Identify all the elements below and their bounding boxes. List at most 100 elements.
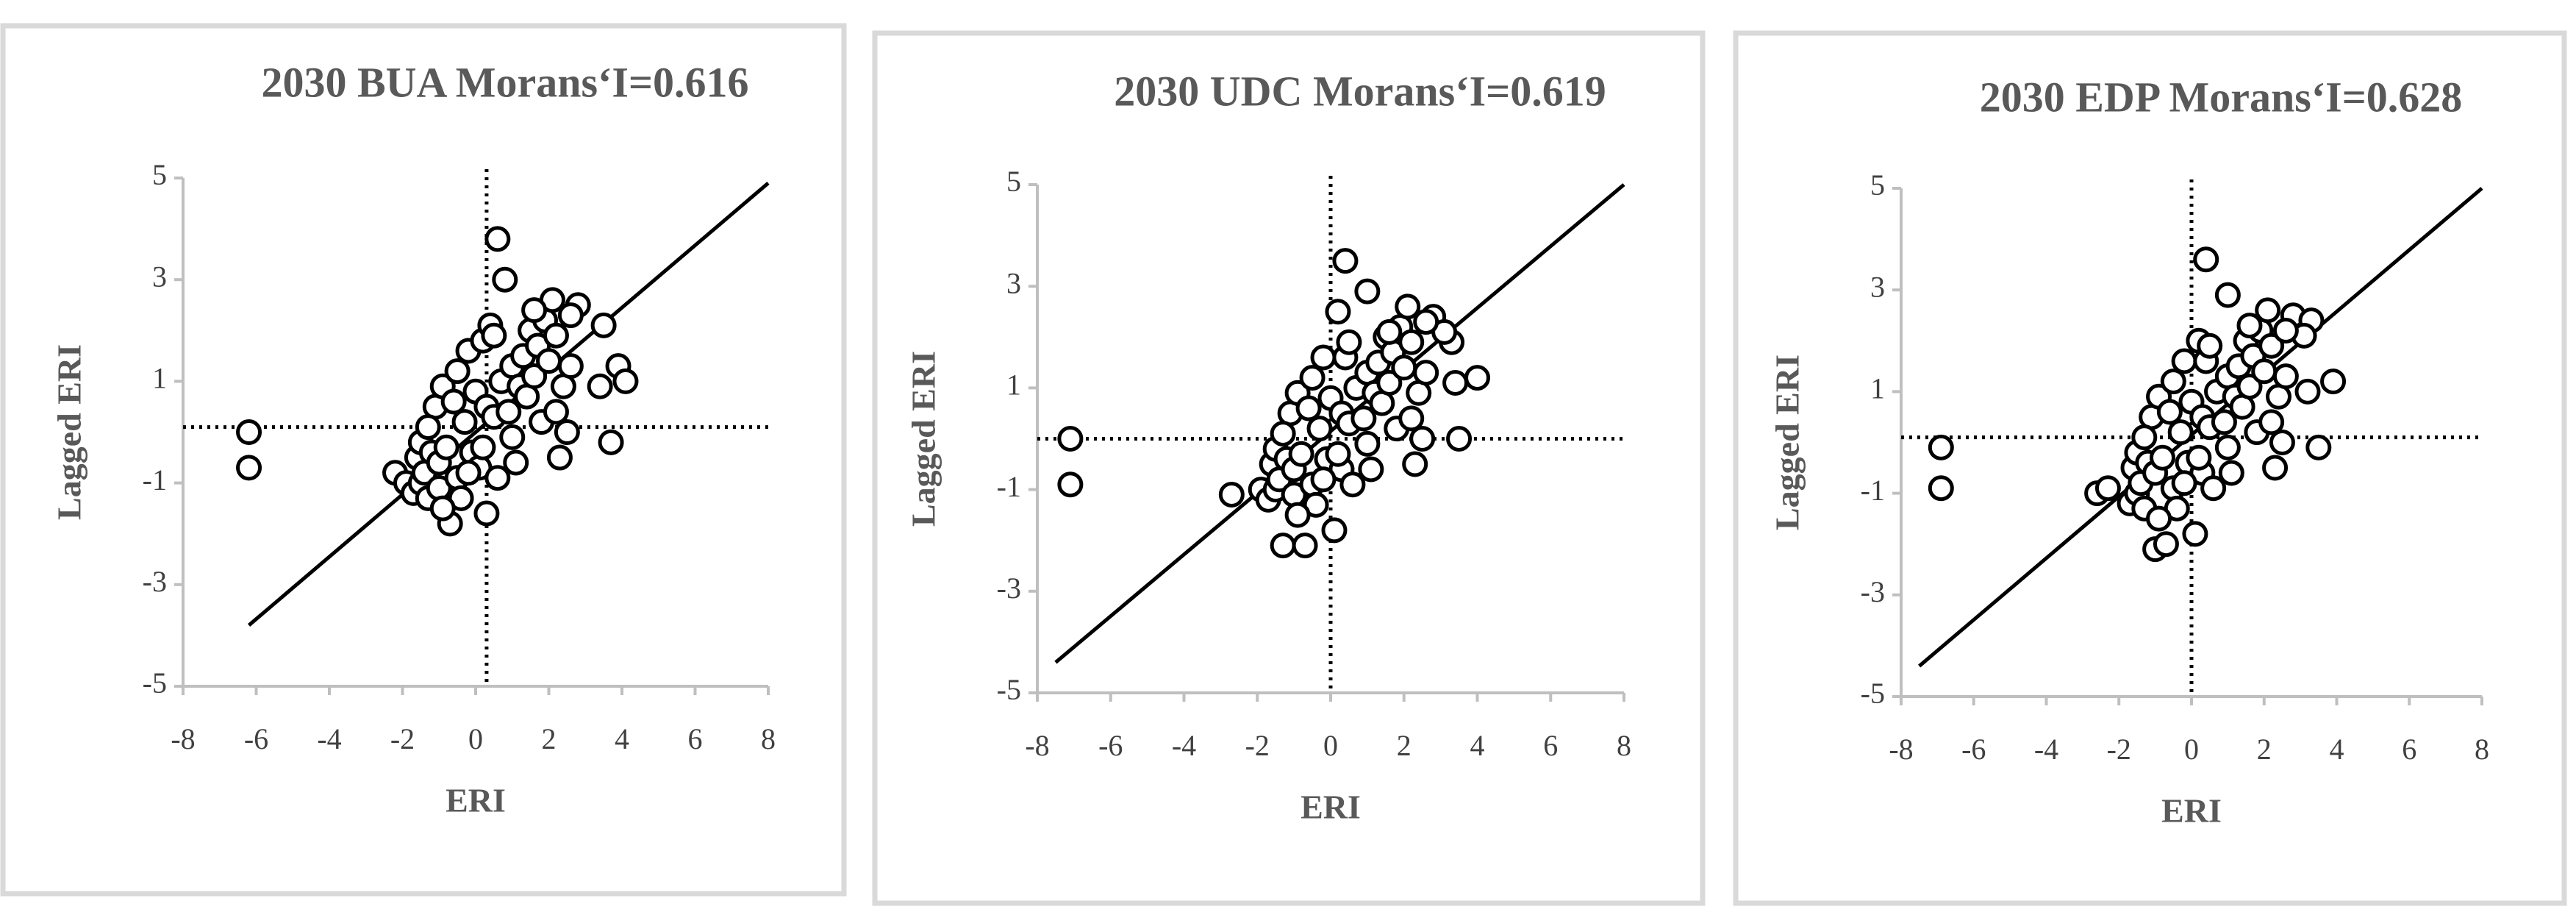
y-tick-label: -3 bbox=[143, 565, 167, 598]
point bbox=[2236, 373, 2263, 399]
y-tick-label: 3 bbox=[1006, 266, 1021, 299]
point bbox=[2255, 297, 2281, 324]
x-axis-label: ERI bbox=[446, 782, 506, 819]
y-tick-label: 5 bbox=[1006, 165, 1021, 198]
x-tick-label: 8 bbox=[1617, 729, 1631, 762]
point bbox=[1358, 456, 1384, 483]
point bbox=[1395, 293, 1421, 320]
point bbox=[440, 388, 467, 415]
chart-title: 2030 UDC Morans‘I=0.619 bbox=[1114, 67, 1606, 115]
x-tick-label: 2 bbox=[542, 722, 557, 755]
x-tick-label: -2 bbox=[1245, 729, 1270, 762]
y-tick-label: 1 bbox=[152, 362, 167, 395]
y-tick-label: 3 bbox=[1870, 270, 1885, 303]
point bbox=[2156, 399, 2183, 425]
point bbox=[2146, 505, 2172, 532]
x-tick-label: -2 bbox=[2107, 733, 2131, 766]
x-tick-label: -6 bbox=[1098, 729, 1123, 762]
point bbox=[598, 429, 624, 455]
point bbox=[1218, 482, 1245, 508]
x-tick-label: -4 bbox=[1172, 729, 1196, 762]
point bbox=[2214, 434, 2241, 460]
panel-border bbox=[1733, 30, 2567, 906]
point bbox=[536, 348, 562, 374]
point bbox=[543, 399, 569, 425]
y-tick-label: -5 bbox=[143, 666, 167, 699]
point bbox=[2182, 521, 2208, 547]
point bbox=[1336, 329, 1362, 355]
point bbox=[1284, 502, 1311, 528]
point bbox=[1292, 533, 1318, 559]
x-tick-label: -4 bbox=[2034, 733, 2058, 766]
point bbox=[2200, 475, 2227, 502]
point bbox=[521, 297, 548, 324]
point bbox=[1446, 426, 1473, 452]
point bbox=[2251, 358, 2278, 385]
point bbox=[1398, 405, 1425, 432]
point bbox=[481, 322, 507, 349]
point bbox=[473, 500, 500, 527]
point bbox=[1354, 430, 1381, 457]
point bbox=[2094, 475, 2121, 502]
point bbox=[1928, 434, 1954, 460]
point bbox=[2272, 363, 2299, 390]
x-tick-label: 4 bbox=[615, 722, 629, 755]
point bbox=[1295, 395, 1322, 421]
y-tick-label: -1 bbox=[1861, 474, 1885, 507]
y-tick-label: -3 bbox=[1861, 575, 1885, 608]
point bbox=[1442, 369, 1469, 396]
panel-border bbox=[0, 23, 847, 897]
point bbox=[590, 312, 617, 338]
point bbox=[1325, 441, 1351, 467]
point bbox=[2272, 317, 2299, 343]
x-tick-label: 2 bbox=[2257, 733, 2272, 766]
point bbox=[2197, 332, 2223, 359]
point bbox=[2294, 378, 2321, 405]
point bbox=[557, 302, 584, 329]
point bbox=[2131, 424, 2158, 451]
y-tick-label: 1 bbox=[1870, 372, 1885, 405]
chart-title: 2030 EDP Morans‘I=0.628 bbox=[1980, 73, 2463, 121]
point bbox=[455, 460, 482, 486]
point bbox=[521, 363, 548, 389]
point bbox=[1270, 533, 1296, 559]
point bbox=[543, 322, 569, 349]
point bbox=[499, 424, 526, 450]
x-tick-label: 6 bbox=[688, 722, 703, 755]
x-tick-label: 8 bbox=[761, 722, 776, 755]
point bbox=[236, 455, 262, 481]
y-tick-label: -5 bbox=[997, 673, 1021, 706]
y-tick-label: 1 bbox=[1006, 369, 1021, 402]
point bbox=[470, 434, 496, 460]
point bbox=[1464, 365, 1490, 391]
point bbox=[1376, 369, 1403, 396]
point bbox=[433, 434, 459, 460]
y-tick-label: 5 bbox=[1870, 168, 1885, 202]
point bbox=[429, 495, 456, 521]
point bbox=[612, 368, 639, 394]
y-tick-label: 5 bbox=[152, 158, 167, 191]
y-tick-label: -1 bbox=[143, 463, 167, 496]
x-tick-label: 4 bbox=[2330, 733, 2344, 766]
point bbox=[1391, 355, 1417, 381]
point bbox=[2258, 409, 2285, 435]
point bbox=[1299, 365, 1325, 391]
point bbox=[1306, 416, 1333, 442]
x-tick-label: 0 bbox=[2184, 733, 2199, 766]
x-tick-label: 0 bbox=[1323, 729, 1338, 762]
point bbox=[2269, 430, 2295, 455]
point bbox=[2214, 282, 2241, 308]
point bbox=[1321, 517, 1348, 544]
x-tick-label: -6 bbox=[1961, 733, 1986, 766]
point bbox=[2258, 332, 2285, 359]
y-tick-label: -1 bbox=[997, 470, 1021, 503]
point bbox=[503, 449, 529, 476]
x-tick-label: 8 bbox=[2475, 733, 2489, 766]
point bbox=[1310, 466, 1337, 493]
point bbox=[554, 419, 580, 445]
y-axis-label: Lagged ERI bbox=[51, 344, 88, 520]
point bbox=[2171, 470, 2197, 496]
point bbox=[495, 399, 522, 425]
point bbox=[1057, 426, 1084, 452]
